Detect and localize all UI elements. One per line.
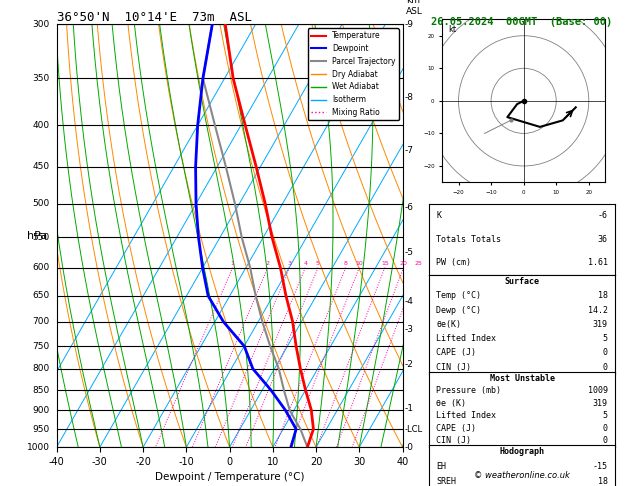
- Text: 550: 550: [33, 233, 50, 242]
- Text: 5: 5: [316, 260, 320, 266]
- Text: 2: 2: [265, 260, 270, 266]
- Text: -2: -2: [404, 360, 413, 369]
- Text: 18: 18: [598, 477, 608, 486]
- Text: Surface: Surface: [504, 277, 540, 286]
- Text: -4: -4: [404, 296, 413, 306]
- Text: -3: -3: [404, 325, 413, 334]
- Text: 300: 300: [33, 20, 50, 29]
- Text: -5: -5: [404, 248, 413, 257]
- Text: Most Unstable: Most Unstable: [489, 374, 555, 382]
- Text: -7: -7: [404, 146, 413, 155]
- Text: θe(K): θe(K): [437, 320, 462, 329]
- Text: 5: 5: [603, 411, 608, 420]
- Text: Pressure (mb): Pressure (mb): [437, 386, 501, 395]
- Text: -1: -1: [404, 404, 413, 413]
- Text: 800: 800: [33, 364, 50, 373]
- Text: 900: 900: [33, 406, 50, 415]
- Text: km
ASL: km ASL: [406, 0, 423, 16]
- Text: Totals Totals: Totals Totals: [437, 235, 501, 244]
- Text: 0: 0: [603, 436, 608, 445]
- Text: -8: -8: [404, 93, 413, 103]
- X-axis label: Dewpoint / Temperature (°C): Dewpoint / Temperature (°C): [155, 472, 304, 483]
- Text: Dewp (°C): Dewp (°C): [437, 306, 481, 314]
- Text: 1009: 1009: [587, 386, 608, 395]
- Text: 400: 400: [33, 121, 50, 130]
- Text: 15: 15: [381, 260, 389, 266]
- Text: K: K: [437, 211, 442, 220]
- Text: 1.61: 1.61: [587, 259, 608, 267]
- Text: 25: 25: [415, 260, 422, 266]
- Text: 350: 350: [33, 74, 50, 83]
- Text: -LCL: -LCL: [404, 425, 423, 434]
- Text: 3: 3: [287, 260, 291, 266]
- Text: 650: 650: [33, 291, 50, 300]
- Text: 20: 20: [399, 260, 408, 266]
- Text: CAPE (J): CAPE (J): [437, 424, 476, 433]
- Text: CAPE (J): CAPE (J): [437, 348, 476, 357]
- Text: 8: 8: [343, 260, 348, 266]
- Text: -6: -6: [404, 203, 413, 212]
- Text: Lifted Index: Lifted Index: [437, 334, 496, 343]
- Text: hPa: hPa: [28, 231, 48, 241]
- Text: 500: 500: [33, 199, 50, 208]
- Text: 0: 0: [603, 424, 608, 433]
- Text: Hodograph: Hodograph: [499, 448, 545, 456]
- Legend: Temperature, Dewpoint, Parcel Trajectory, Dry Adiabat, Wet Adiabat, Isotherm, Mi: Temperature, Dewpoint, Parcel Trajectory…: [308, 28, 399, 120]
- Text: 1: 1: [231, 260, 235, 266]
- Text: 18: 18: [598, 292, 608, 300]
- Text: 1000: 1000: [26, 443, 50, 451]
- Text: 850: 850: [33, 385, 50, 395]
- Text: Mixing Ratio (g/kg): Mixing Ratio (g/kg): [433, 214, 442, 300]
- Text: -9: -9: [404, 20, 413, 29]
- Text: -15: -15: [593, 462, 608, 471]
- Text: 14.2: 14.2: [587, 306, 608, 314]
- Text: 10: 10: [355, 260, 363, 266]
- Text: Temp (°C): Temp (°C): [437, 292, 481, 300]
- Text: © weatheronline.co.uk: © weatheronline.co.uk: [474, 471, 570, 480]
- Text: 36: 36: [598, 235, 608, 244]
- Text: 36°50'N  10°14'E  73m  ASL: 36°50'N 10°14'E 73m ASL: [57, 11, 252, 24]
- Text: 5: 5: [603, 334, 608, 343]
- Text: θe (K): θe (K): [437, 399, 467, 408]
- Text: 950: 950: [33, 425, 50, 434]
- Text: Lifted Index: Lifted Index: [437, 411, 496, 420]
- Text: 319: 319: [593, 399, 608, 408]
- Text: 450: 450: [33, 162, 50, 171]
- Text: 26.05.2024  00GMT  (Base: 00): 26.05.2024 00GMT (Base: 00): [431, 17, 613, 27]
- Text: 4: 4: [303, 260, 307, 266]
- Text: kt: kt: [448, 25, 457, 35]
- Text: SREH: SREH: [437, 477, 457, 486]
- Text: -0: -0: [404, 443, 413, 451]
- Text: PW (cm): PW (cm): [437, 259, 471, 267]
- Text: 600: 600: [33, 263, 50, 272]
- Text: EH: EH: [437, 462, 447, 471]
- Text: 0: 0: [603, 363, 608, 372]
- Text: 319: 319: [593, 320, 608, 329]
- Text: 0: 0: [603, 348, 608, 357]
- Text: CIN (J): CIN (J): [437, 363, 471, 372]
- Text: 700: 700: [33, 317, 50, 327]
- Text: 750: 750: [33, 342, 50, 350]
- Text: CIN (J): CIN (J): [437, 436, 471, 445]
- Text: -6: -6: [598, 211, 608, 220]
